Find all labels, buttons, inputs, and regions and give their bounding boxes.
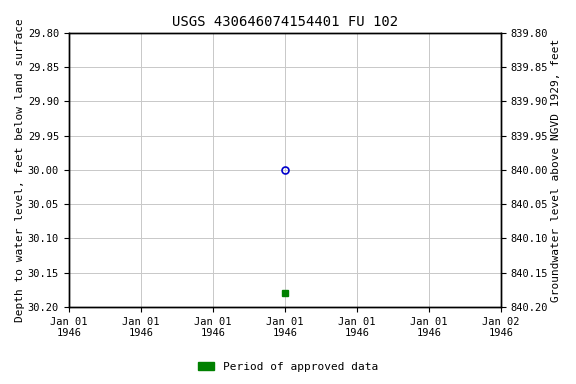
Title: USGS 430646074154401 FU 102: USGS 430646074154401 FU 102 <box>172 15 398 29</box>
Y-axis label: Groundwater level above NGVD 1929, feet: Groundwater level above NGVD 1929, feet <box>551 38 561 301</box>
Y-axis label: Depth to water level, feet below land surface: Depth to water level, feet below land su… <box>15 18 25 322</box>
Legend: Period of approved data: Period of approved data <box>193 358 383 377</box>
